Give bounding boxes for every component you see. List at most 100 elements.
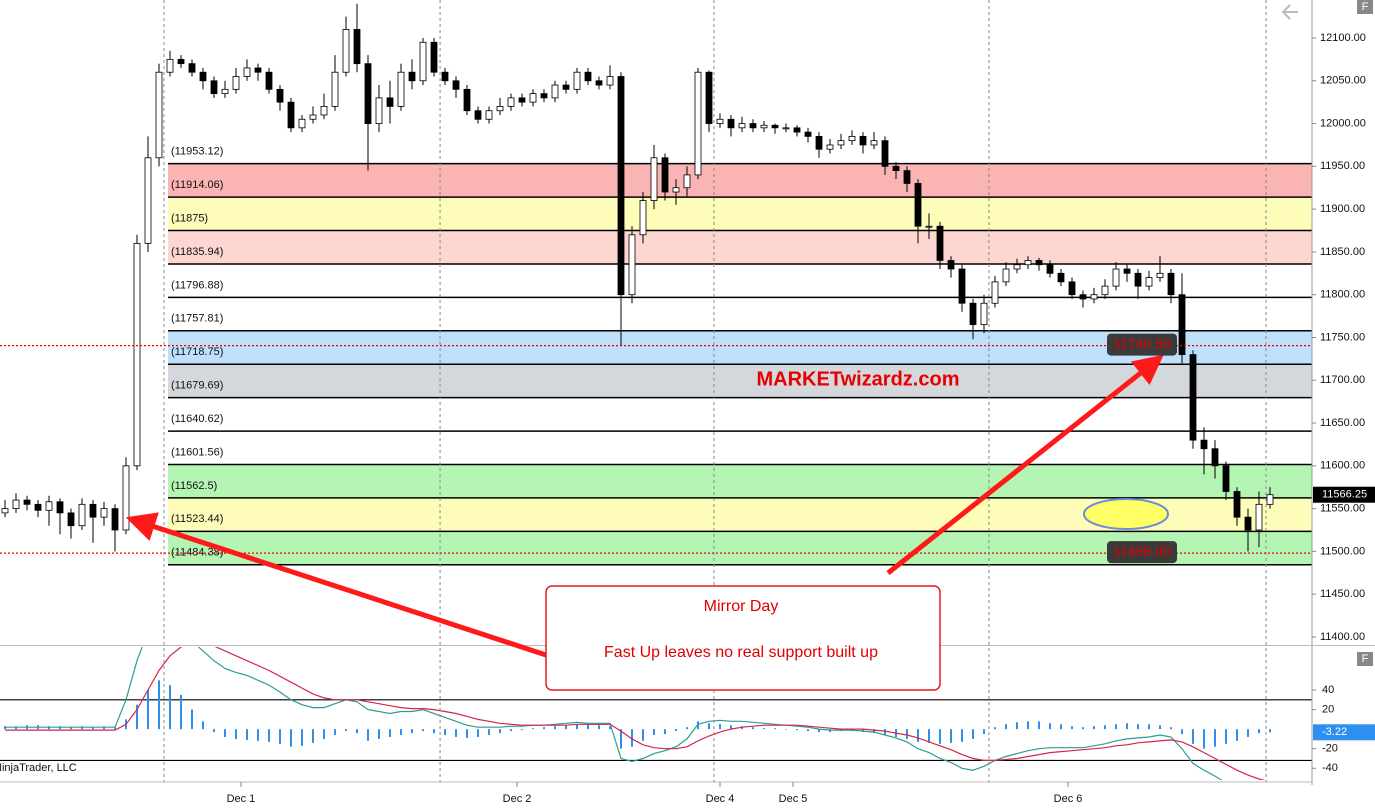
macd-line	[5, 647, 1223, 780]
marker-label: 11498.00	[1113, 543, 1171, 559]
candle-body	[650, 157, 658, 201]
candle-body	[969, 302, 977, 326]
candle-body	[793, 127, 801, 133]
candle-body	[155, 71, 163, 159]
candle-body	[573, 71, 581, 90]
candle-body	[837, 140, 845, 146]
histogram-bar	[884, 729, 887, 736]
button-label[interactable]: F	[1362, 1, 1369, 13]
candle-body	[397, 71, 405, 107]
copyright: NinjaTrader, LLC	[0, 762, 77, 774]
candle-body	[463, 88, 471, 112]
candle-body	[353, 29, 361, 65]
histogram-bar	[466, 729, 469, 738]
level-label: (11757.81)	[171, 313, 223, 325]
histogram-bar	[939, 729, 942, 744]
y-tick-label: 11750.00	[1320, 331, 1365, 343]
y-tick-label: -40	[1322, 762, 1338, 774]
candle-body	[617, 76, 625, 296]
histogram-bar	[113, 727, 116, 730]
histogram-bar	[763, 728, 766, 730]
candle-body	[958, 268, 966, 304]
x-tick-label: Dec 1	[227, 793, 256, 805]
histogram-bar	[807, 729, 810, 732]
candle-body	[991, 281, 999, 304]
candle-body	[342, 29, 350, 73]
current-price-box	[1313, 486, 1375, 503]
histogram-bar	[587, 724, 590, 730]
histogram-bar	[1071, 726, 1074, 730]
x-tick-label: Dec 2	[503, 793, 532, 805]
histogram-bar	[972, 729, 975, 739]
histogram-bar	[1203, 729, 1206, 749]
candle-body	[496, 106, 504, 112]
histogram-bar	[433, 729, 436, 734]
histogram-bar	[312, 729, 315, 743]
histogram-bar	[488, 729, 491, 736]
histogram-bar	[179, 694, 182, 730]
candle-body	[1222, 465, 1230, 492]
candle-body	[738, 123, 746, 129]
histogram-bar	[444, 729, 447, 736]
y-tick-label: 12100.00	[1320, 32, 1366, 44]
histogram-bar	[598, 725, 601, 730]
highlight-ellipse	[1083, 498, 1169, 530]
candle-body	[1211, 448, 1219, 467]
x-tick-label: Dec 5	[779, 793, 808, 805]
histogram-bar	[983, 729, 986, 735]
histogram-bar	[521, 729, 524, 731]
candle-body	[122, 465, 130, 531]
level-label: (11796.88)	[171, 279, 223, 291]
histogram-bar	[719, 724, 722, 730]
candle-body	[419, 41, 427, 82]
candle-body	[12, 499, 20, 510]
level-label: (11679.69)	[171, 380, 223, 392]
indicator-value-label: -3.22	[1322, 726, 1347, 738]
histogram-bar	[378, 729, 381, 739]
histogram-bar	[168, 685, 171, 730]
candle-body	[177, 58, 185, 65]
histogram-bar	[1038, 721, 1041, 730]
histogram-bar	[642, 729, 645, 741]
candle-body	[1090, 294, 1098, 300]
candle-body	[243, 67, 251, 77]
histogram-bar	[1214, 729, 1217, 747]
level-label: (11562.5)	[171, 480, 217, 492]
button[interactable]	[1357, 0, 1373, 14]
histogram-bar	[1225, 729, 1228, 744]
histogram-bar	[1159, 725, 1162, 730]
histogram-bar	[1104, 725, 1107, 730]
histogram-bar	[576, 724, 579, 730]
histogram-bar	[1236, 729, 1239, 741]
histogram-bar	[323, 729, 326, 739]
macd-pane	[0, 647, 1312, 780]
histogram-bar	[554, 726, 557, 730]
histogram-bar	[532, 728, 535, 730]
candle-body	[760, 124, 768, 129]
candle-body	[683, 174, 691, 189]
back-icon[interactable]	[1281, 4, 1298, 20]
level-label: (11601.56)	[171, 446, 223, 458]
candle-body	[1189, 354, 1197, 441]
candle-body	[782, 127, 790, 130]
button[interactable]	[1357, 652, 1373, 666]
candle-body	[1079, 294, 1087, 300]
level-label: (11875)	[171, 212, 208, 224]
histogram-bar	[389, 729, 392, 737]
macd-line	[5, 647, 1265, 780]
y-tick-label: 11700.00	[1320, 374, 1365, 386]
level-label: (11835.94)	[171, 246, 223, 258]
histogram-bar	[1269, 729, 1272, 733]
button-label[interactable]: F	[1362, 653, 1369, 665]
candle-body	[45, 501, 53, 511]
y-tick-label: 11950.00	[1320, 160, 1365, 172]
candle-body	[309, 114, 317, 120]
histogram-bar	[1192, 729, 1195, 744]
candle-body	[474, 110, 482, 120]
candle-body	[1101, 285, 1109, 296]
candle-body	[859, 135, 867, 146]
histogram-bar	[1082, 727, 1085, 730]
histogram-bar	[245, 729, 248, 740]
candle-body	[1013, 264, 1021, 270]
histogram-bar	[510, 729, 513, 732]
